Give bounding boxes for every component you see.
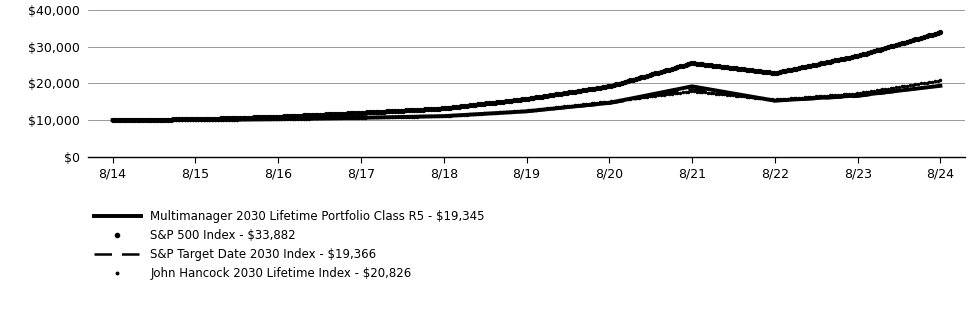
Multimanager 2030 Lifetime Portfolio Class R5 - $19,345: [604, 101, 615, 105]
John Hancock 2030 Lifetime Index - $20,826: [600, 100, 611, 104]
Multimanager 2030 Lifetime Portfolio Class R5 - $19,345: [686, 84, 698, 88]
John Hancock 2030 Lifetime Index - $20,826: [597, 100, 608, 104]
S&P Target Date 2030 Index - $19,366: [355, 116, 367, 120]
S&P Target Date 2030 Index - $19,366: [272, 117, 284, 121]
S&P 500 Index - $33,882: [600, 85, 611, 89]
S&P 500 Index - $33,882: [804, 64, 816, 68]
Multimanager 2030 Lifetime Portfolio Class R5 - $19,345: [106, 118, 118, 122]
S&P Target Date 2030 Index - $19,366: [521, 110, 532, 113]
Line: John Hancock 2030 Lifetime Index - $20,826: John Hancock 2030 Lifetime Index - $20,8…: [111, 79, 942, 121]
S&P 500 Index - $33,882: [935, 30, 947, 34]
S&P 500 Index - $33,882: [857, 52, 869, 56]
John Hancock 2030 Lifetime Index - $20,826: [804, 95, 816, 99]
S&P Target Date 2030 Index - $19,366: [189, 118, 201, 122]
S&P 500 Index - $33,882: [106, 118, 118, 122]
S&P 500 Index - $33,882: [613, 81, 625, 85]
S&P Target Date 2030 Index - $19,366: [769, 99, 781, 103]
S&P Target Date 2030 Index - $19,366: [686, 87, 698, 91]
S&P Target Date 2030 Index - $19,366: [106, 118, 118, 122]
Multimanager 2030 Lifetime Portfolio Class R5 - $19,345: [769, 99, 781, 103]
Line: S&P Target Date 2030 Index - $19,366: S&P Target Date 2030 Index - $19,366: [112, 86, 941, 120]
John Hancock 2030 Lifetime Index - $20,826: [106, 118, 118, 122]
John Hancock 2030 Lifetime Index - $20,826: [935, 78, 947, 82]
Multimanager 2030 Lifetime Portfolio Class R5 - $19,345: [935, 84, 947, 88]
Multimanager 2030 Lifetime Portfolio Class R5 - $19,345: [355, 116, 367, 120]
Multimanager 2030 Lifetime Portfolio Class R5 - $19,345: [521, 109, 532, 113]
S&P Target Date 2030 Index - $19,366: [604, 102, 615, 106]
John Hancock 2030 Lifetime Index - $20,826: [613, 98, 625, 102]
Line: S&P 500 Index - $33,882: S&P 500 Index - $33,882: [110, 30, 943, 122]
Multimanager 2030 Lifetime Portfolio Class R5 - $19,345: [438, 114, 449, 118]
S&P Target Date 2030 Index - $19,366: [852, 95, 864, 99]
Line: Multimanager 2030 Lifetime Portfolio Class R5 - $19,345: Multimanager 2030 Lifetime Portfolio Cla…: [112, 86, 941, 120]
John Hancock 2030 Lifetime Index - $20,826: [857, 91, 869, 95]
S&P Target Date 2030 Index - $19,366: [438, 114, 449, 118]
S&P 500 Index - $33,882: [597, 85, 608, 89]
John Hancock 2030 Lifetime Index - $20,826: [109, 118, 121, 122]
S&P Target Date 2030 Index - $19,366: [935, 84, 947, 88]
S&P 500 Index - $33,882: [109, 118, 121, 122]
Multimanager 2030 Lifetime Portfolio Class R5 - $19,345: [189, 118, 201, 122]
Multimanager 2030 Lifetime Portfolio Class R5 - $19,345: [852, 94, 864, 97]
Legend: Multimanager 2030 Lifetime Portfolio Class R5 - $19,345, S&P 500 Index - $33,882: Multimanager 2030 Lifetime Portfolio Cla…: [94, 210, 485, 280]
Multimanager 2030 Lifetime Portfolio Class R5 - $19,345: [272, 117, 284, 121]
